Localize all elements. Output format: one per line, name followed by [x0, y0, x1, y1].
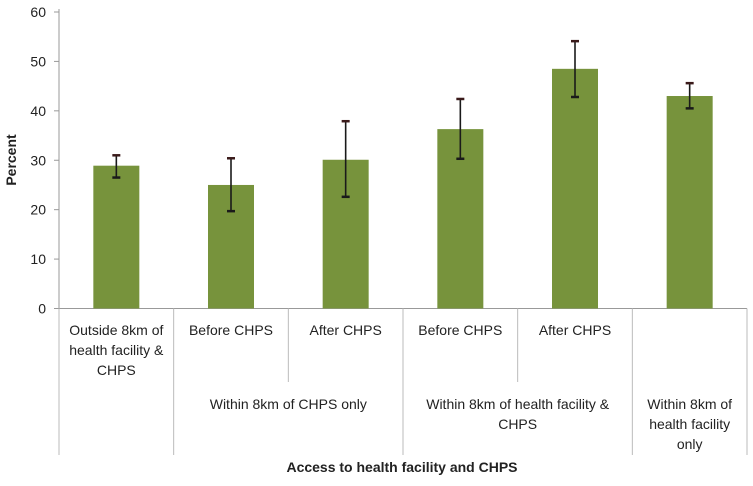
y-tick-label: 20: [30, 202, 46, 218]
y-axis-title: Percent: [3, 134, 19, 186]
x-group-label: health facility: [649, 416, 730, 432]
x-tick-label: health facility &: [69, 342, 164, 358]
x-axis-title: Access to health facility and CHPS: [286, 459, 517, 475]
x-tick-label: After CHPS: [539, 322, 611, 338]
x-group-label: Within 8km of CHPS only: [210, 396, 367, 412]
bar: [93, 165, 140, 309]
x-tick-label: Outside 8km of: [69, 322, 163, 338]
y-tick-label: 0: [38, 301, 46, 317]
x-group-label: only: [677, 436, 703, 452]
bar: [666, 96, 713, 309]
y-tick-label: 40: [30, 103, 46, 119]
bar: [552, 68, 598, 309]
x-group-label: Within 8km of health facility &: [426, 396, 610, 412]
x-tick-label: Before CHPS: [189, 322, 273, 338]
x-group-label: CHPS: [498, 416, 537, 432]
y-tick-label: 60: [30, 4, 46, 20]
plot-area: 0 10 20 30 40 50 60 Outside 8km of health facili…: [30, 4, 748, 455]
x-group-label: Within 8km of: [647, 396, 732, 412]
y-tick-label: 30: [30, 152, 46, 168]
y-tick-label: 50: [30, 53, 46, 69]
x-tick-label: After CHPS: [309, 322, 381, 338]
x-tick-label: CHPS: [97, 362, 136, 378]
x-tick-label: Before CHPS: [418, 322, 502, 338]
y-tick-label: 10: [30, 251, 46, 267]
